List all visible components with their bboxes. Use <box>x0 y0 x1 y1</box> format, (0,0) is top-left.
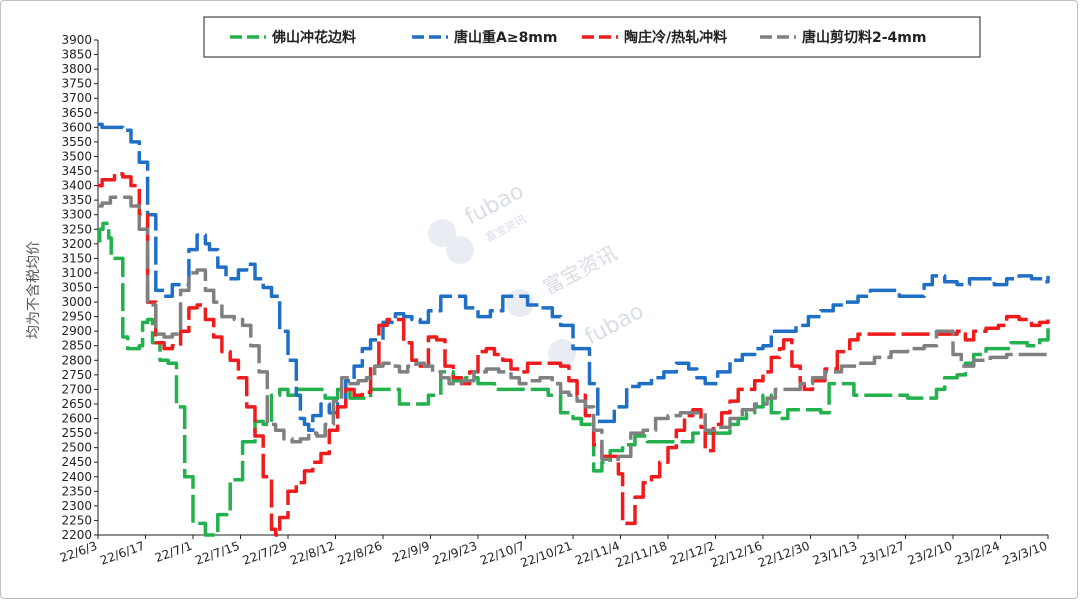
x-tick-label: 22/7/1 <box>153 539 194 565</box>
x-tick-label: 22/12/16 <box>709 539 764 571</box>
x-tick-label: 22/9/23 <box>431 539 479 568</box>
y-tick-label: 2450 <box>61 455 92 469</box>
series-line-tangshan-heavy-a <box>98 122 1050 432</box>
y-tick-label: 3100 <box>61 266 92 280</box>
watermark-text: 富宝资讯 <box>539 241 621 300</box>
y-tick-label: 3500 <box>61 149 92 163</box>
x-tick-label: 22/6/17 <box>98 539 146 568</box>
y-tick-label: 2850 <box>61 339 92 353</box>
y-tick-label: 3550 <box>61 135 92 149</box>
y-tick-label: 3250 <box>61 222 92 236</box>
y-tick-label: 3800 <box>61 62 92 76</box>
x-tick-label: 22/12/30 <box>756 539 811 571</box>
x-tick-label: 22/8/26 <box>336 539 384 568</box>
x-tick-label: 22/9/9 <box>390 539 431 565</box>
x-tick-label: 22/10/21 <box>519 539 574 571</box>
x-tick-label: 23/2/10 <box>906 539 954 568</box>
x-tick-label: 23/3/10 <box>1001 539 1049 568</box>
y-tick-label: 2250 <box>61 513 92 527</box>
y-tick-label: 2650 <box>61 397 92 411</box>
series-line-taozhuang-stamping <box>98 172 1050 537</box>
y-tick-label: 3450 <box>61 164 92 178</box>
y-tick-label: 3850 <box>61 48 92 62</box>
x-tick-label: 23/2/24 <box>953 539 1001 568</box>
x-tick-label: 22/10/7 <box>478 539 526 568</box>
legend-label-tangshan-shear-scrap: 唐山剪切料2-4mm <box>802 29 926 46</box>
series-line-foshan-edge-scrap <box>97 221 1050 537</box>
x-tick-label: 22/11/4 <box>573 539 621 568</box>
y-tick-label: 2400 <box>61 470 92 484</box>
axes: 2200225023002350240024502500255026002650… <box>58 33 1049 570</box>
legend-label-tangshan-heavy-a: 唐山重A≥8mm <box>454 29 557 46</box>
y-tick-label: 3600 <box>61 120 92 134</box>
x-tick-label: 22/8/12 <box>288 539 336 568</box>
y-tick-label: 3400 <box>61 179 92 193</box>
y-tick-label: 3300 <box>61 208 92 222</box>
y-tick-label: 3150 <box>61 251 92 265</box>
x-tick-label: 22/12/2 <box>668 539 716 568</box>
watermark-logo-icon <box>548 339 576 367</box>
y-tick-label: 3650 <box>61 106 92 120</box>
x-tick-label: 22/7/15 <box>193 539 241 568</box>
y-axis-label: 均为不含税均价 <box>26 241 42 339</box>
watermark-logo-icon <box>446 236 474 264</box>
y-tick-label: 2800 <box>61 353 92 367</box>
y-tick-label: 3900 <box>61 33 92 47</box>
legend-label-foshan-edge-scrap: 佛山冲花边料 <box>271 29 356 46</box>
x-tick-label: 22/11/18 <box>614 539 669 571</box>
y-tick-label: 2500 <box>61 441 92 455</box>
y-tick-label: 3050 <box>61 281 92 295</box>
y-tick-label: 2600 <box>61 412 92 426</box>
y-tick-label: 2900 <box>61 324 92 338</box>
y-tick-label: 2700 <box>61 382 92 396</box>
y-tick-label: 2350 <box>61 484 92 498</box>
series-line-tangshan-shear-scrap <box>98 195 1048 462</box>
y-tick-label: 3750 <box>61 77 92 91</box>
y-tick-label: 2200 <box>61 528 92 542</box>
legend-label-taozhuang-stamping: 陶庄冷/热轧冲料 <box>624 29 727 46</box>
y-tick-label: 2300 <box>61 499 92 513</box>
y-tick-label: 2750 <box>61 368 92 382</box>
y-tick-label: 3200 <box>61 237 92 251</box>
y-tick-label: 3000 <box>61 295 92 309</box>
watermark-text: fubao <box>581 299 648 350</box>
watermark-logo-icon <box>428 219 456 247</box>
y-tick-label: 3700 <box>61 91 92 105</box>
x-tick-label: 23/1/13 <box>811 539 859 568</box>
watermark-logo-icon <box>506 289 534 317</box>
x-tick-label: 23/1/27 <box>858 539 906 568</box>
x-tick-label: 22/7/29 <box>241 539 289 568</box>
legend: 佛山冲花边料 唐山重A≥8mm 陶庄冷/热轧冲料 唐山剪切料2-4mm <box>203 16 981 58</box>
y-tick-label: 2550 <box>61 426 92 440</box>
x-tick-label: 22/6/3 <box>58 539 99 565</box>
series-layer <box>97 122 1050 537</box>
y-tick-label: 2950 <box>61 310 92 324</box>
y-tick-label: 3350 <box>61 193 92 207</box>
